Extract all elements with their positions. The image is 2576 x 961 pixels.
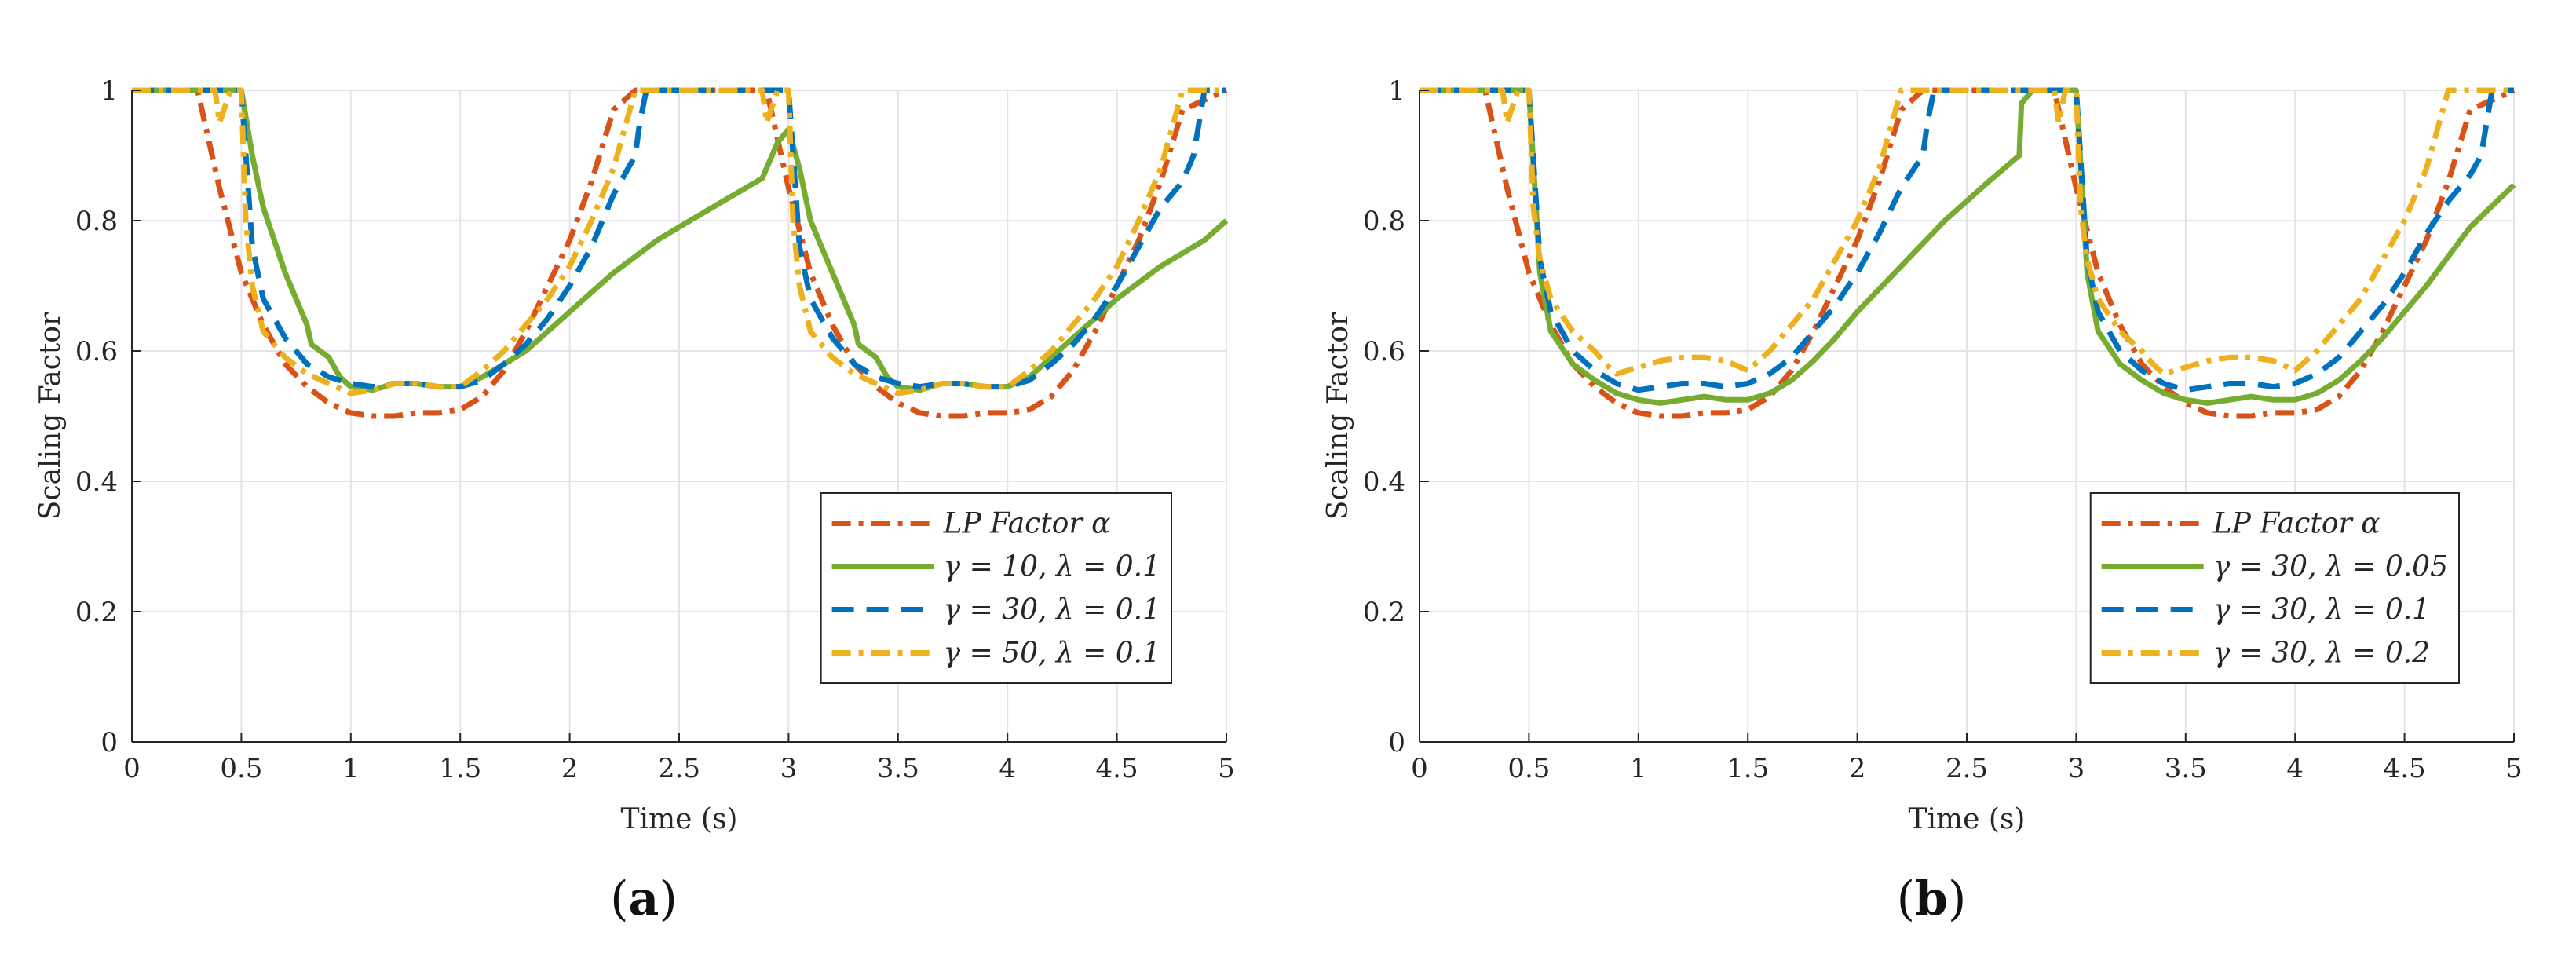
x-tick-label: 2: [561, 753, 579, 784]
y-tick-label: 0: [100, 727, 118, 758]
x-tick-label: 3: [2068, 753, 2085, 784]
legend-entry: γ = 30, λ = 0.05: [2101, 551, 2448, 583]
y-tick-label: 0.2: [75, 597, 118, 628]
x-tick-label: 0: [1411, 753, 1428, 784]
y-tick-label: 0.2: [1363, 597, 1405, 628]
y-tick-label: 0.6: [75, 336, 118, 367]
panel-b: 0 0.5 1 1.5 2 2.5 3 3.5 4 4.5 5 0 0.2 0.4 0.6 0.8 1 Time …: [1288, 0, 2575, 961]
y-tick-label: 0.4: [75, 466, 118, 498]
panel-b-label-close: ): [1947, 871, 1967, 926]
x-tick-label: 3.5: [2165, 753, 2207, 784]
legend-entry: γ = 30, λ = 0.2: [2101, 638, 2430, 670]
x-tick-label: 4.5: [2384, 753, 2426, 784]
series-line-2: [1420, 87, 2516, 406]
legend-entry: γ = 30, λ = 0.1: [831, 594, 1160, 627]
y-tick-label: 1: [1388, 75, 1405, 107]
legend-label: LP Factor α: [943, 508, 1111, 540]
x-tick-label: 2.5: [1946, 753, 1988, 784]
legend-label: γ = 10, λ = 0.1: [944, 551, 1160, 583]
legend-label: γ = 30, λ = 0.2: [2213, 638, 2430, 670]
legend-entry: γ = 50, λ = 0.1: [831, 638, 1160, 670]
y-tick-label: 1: [100, 75, 118, 107]
panel-b-label-open: (: [1896, 871, 1916, 926]
x-tick-label: 1.5: [1726, 753, 1769, 784]
y-tick-label: 0.8: [75, 206, 118, 237]
x-tick-label: 5: [2505, 753, 2523, 784]
legend: LP Factor α γ = 30, λ = 0.05 γ = 30, λ = 0…: [2089, 492, 2460, 684]
x-axis-title: Time (s): [621, 803, 738, 835]
series-line-4: [1420, 87, 2514, 377]
legend-entry: γ = 30, λ = 0.1: [2101, 594, 2430, 627]
x-tick-label: 0.5: [1507, 753, 1550, 784]
x-tick-label: 0.5: [220, 753, 262, 784]
y-tick-label: 0.6: [1363, 336, 1405, 367]
legend-entry: γ = 10, λ = 0.1: [831, 551, 1160, 583]
series-line-3: [1420, 87, 2514, 393]
x-axis-title: Time (s): [1909, 803, 2026, 835]
series-line-4: [132, 87, 1226, 396]
legend-entry: LP Factor α: [2101, 508, 2381, 540]
legend-label: γ = 30, λ = 0.1: [2213, 594, 2430, 627]
x-tick-label: 1: [1630, 753, 1647, 784]
y-tick-label: 0: [1388, 727, 1405, 758]
panel-b-label-letter: b: [1915, 871, 1948, 926]
legend-label: γ = 30, λ = 0.05: [2213, 551, 2448, 583]
series-line-3: [132, 87, 1226, 390]
y-axis-title: Scaling Factor: [1322, 312, 1354, 520]
y-tick-label: 0.4: [1363, 466, 1405, 498]
x-tick-label: 0: [123, 753, 141, 784]
x-tick-label: 2.5: [658, 753, 700, 784]
panel-a-label-close: ): [659, 871, 678, 926]
legend-entry: LP Factor α: [831, 508, 1111, 540]
x-tick-label: 4: [999, 753, 1016, 784]
panel-b-label: (b): [1288, 871, 2575, 926]
legend-label: LP Factor α: [2212, 508, 2381, 540]
legend: LP Factor α γ = 10, λ = 0.1 γ = 30, λ = 0.…: [820, 492, 1172, 684]
panel-a: 0 0.5 1 1.5 2 2.5 3 3.5 4 4.5 5 0 0.2 0.4 0.6 0.8 1 Time …: [0, 75, 1288, 926]
x-tick-label: 4.5: [1096, 753, 1138, 784]
x-tick-label: 1.5: [439, 753, 481, 784]
panel-a-label-open: (: [610, 871, 629, 926]
y-tick-label: 0.8: [1363, 206, 1405, 237]
x-tick-label: 3: [780, 753, 798, 784]
y-axis-title: Scaling Factor: [35, 312, 67, 520]
x-tick-label: 4: [2286, 753, 2304, 784]
x-tick-label: 5: [1218, 753, 1235, 784]
x-tick-label: 2: [1849, 753, 1866, 784]
panel-a-label-letter: a: [628, 871, 660, 926]
legend-label: γ = 30, λ = 0.1: [944, 594, 1160, 627]
chart-a: 0 0.5 1 1.5 2 2.5 3 3.5 4 4.5 5 0 0.2 0.4 0.6 0.8 1 Time …: [35, 75, 1235, 835]
x-tick-label: 3.5: [877, 753, 919, 784]
panel-a-label: (a): [0, 871, 1288, 926]
legend-label: γ = 50, λ = 0.1: [944, 638, 1160, 670]
x-tick-label: 1: [342, 753, 360, 784]
chart-b: 0 0.5 1 1.5 2 2.5 3 3.5 4 4.5 5 0 0.2 0.4 0.6 0.8 1 Time …: [1322, 75, 2523, 835]
